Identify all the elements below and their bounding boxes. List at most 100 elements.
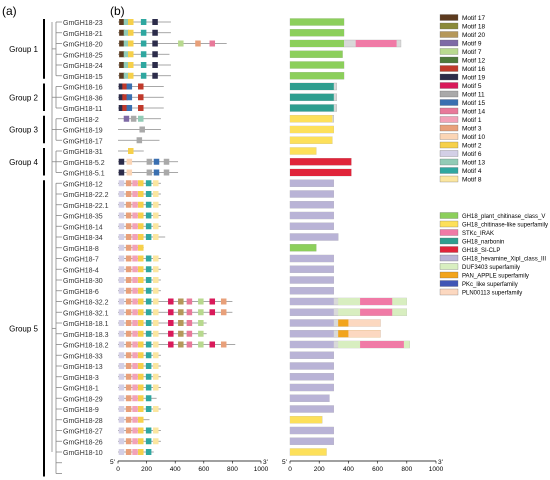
- motif-box: [119, 62, 125, 68]
- motif-box: [126, 169, 133, 176]
- motif-box: [153, 406, 159, 412]
- motif-box: [122, 94, 128, 101]
- motif-box: [153, 201, 159, 208]
- domain-box: [290, 104, 334, 112]
- domain-legend-swatch: [439, 212, 459, 219]
- motif-box: [132, 212, 138, 219]
- domain-box: [290, 255, 334, 262]
- motif-legend-label: Motif 16: [462, 66, 486, 73]
- gene-name: GmGH18-18.3: [63, 332, 109, 339]
- motif-legend-swatch: [439, 14, 459, 21]
- motif-box: [153, 363, 159, 369]
- motif-box: [123, 29, 130, 36]
- motif-box: [146, 158, 153, 165]
- motif-box: [145, 180, 152, 187]
- motif-box: [209, 309, 216, 316]
- motif-legend-swatch: [439, 99, 459, 106]
- motif-box: [152, 62, 158, 68]
- domain-box: [290, 394, 330, 402]
- gene-name: GmGH18-26: [63, 439, 103, 446]
- axis-tick-label: 600: [198, 466, 209, 473]
- motif-box: [153, 320, 159, 326]
- motif-box: [118, 158, 125, 165]
- domain-legend-label: STKc_IRAK: [462, 231, 494, 237]
- motif-box: [153, 234, 159, 240]
- motif-legend-swatch: [439, 133, 459, 140]
- domain-box: [290, 136, 333, 144]
- motif-legend-swatch: [439, 65, 459, 72]
- motif-box: [132, 255, 138, 262]
- motif-box: [125, 277, 132, 283]
- domain-box: [290, 29, 345, 37]
- motif-box: [118, 416, 125, 423]
- scale-axes: 5' 3' 0 200 400 600 800 1000 5' 3' 0 200 400 600 800 10…: [110, 459, 444, 473]
- axis-3prime: 3': [438, 459, 443, 466]
- motif-legend-label: Motif 8: [462, 177, 482, 184]
- domain-legend-label: PLN00113 superfamily: [462, 291, 522, 297]
- domain-box: [290, 362, 334, 370]
- axis-tick-label: 0: [116, 466, 120, 473]
- motif-box: [128, 72, 134, 79]
- gene-name: GmGH18-22.2: [63, 192, 109, 199]
- motif-box: [145, 438, 152, 445]
- motif-box: [145, 201, 152, 208]
- motif-box: [125, 449, 132, 455]
- motif-legend-label: Motif 3: [462, 126, 482, 133]
- domain-legend: GH18_plant_chitinase_class_V GH18_chitina…: [439, 212, 548, 297]
- motif-box: [178, 320, 184, 326]
- group-label: Group 3: [9, 126, 38, 135]
- motif-box: [145, 266, 152, 273]
- domain-box: [290, 147, 317, 155]
- domain-box: [290, 244, 317, 252]
- motif-legend-swatch: [439, 141, 459, 149]
- motif-box: [132, 287, 138, 294]
- motif-box: [220, 309, 227, 316]
- motif-box: [125, 191, 132, 197]
- gene-name: GmGH18-6: [63, 289, 99, 296]
- gene-name: GmGH18-32.1: [63, 310, 109, 317]
- motif-box: [145, 330, 152, 337]
- motif-box: [132, 191, 138, 197]
- domain-box: [290, 212, 334, 219]
- motif-box: [119, 72, 125, 79]
- motif-box: [138, 277, 144, 283]
- motif-box: [145, 352, 152, 359]
- domain-legend-swatch: [439, 280, 459, 287]
- gene-name: GmGH18-18.2: [63, 343, 109, 350]
- gene-name: GmGH18-35: [63, 214, 103, 221]
- motif-box: [130, 115, 137, 122]
- motif-box: [145, 449, 152, 455]
- motif-box: [132, 341, 138, 348]
- motif-box: [138, 255, 144, 262]
- motif-box: [123, 51, 130, 58]
- axis-tick-label: 400: [343, 466, 354, 473]
- motif-box: [209, 298, 216, 305]
- motif-box: [145, 427, 152, 434]
- motif-box: [198, 330, 204, 337]
- motif-box: [138, 83, 144, 90]
- motif-box: [118, 94, 125, 101]
- motif-legend-swatch: [439, 167, 459, 174]
- motif-legend-label: Motif 11: [462, 92, 485, 99]
- motif-box: [138, 438, 144, 445]
- motif-legend-swatch: [439, 90, 459, 98]
- motif-legend-label: Motif 20: [462, 32, 486, 39]
- motif-box: [145, 395, 152, 402]
- axis-5prime: 5': [110, 459, 115, 466]
- motif-box: [186, 309, 193, 316]
- motif-box: [138, 287, 144, 294]
- motif-box: [125, 363, 132, 369]
- motif-box: [138, 180, 144, 187]
- panel-label-a: (a): [2, 4, 17, 18]
- motif-box: [138, 384, 144, 391]
- motif-box: [125, 330, 132, 337]
- domain-box: [355, 40, 397, 47]
- motif-box: [140, 29, 147, 36]
- motif-box: [152, 29, 158, 36]
- motif-box: [138, 244, 144, 251]
- motif-box: [145, 341, 152, 348]
- domain-box: [290, 416, 323, 424]
- gene-name: GmGH18-21: [63, 31, 103, 38]
- motif-box: [152, 72, 158, 79]
- motif-box: [220, 298, 227, 305]
